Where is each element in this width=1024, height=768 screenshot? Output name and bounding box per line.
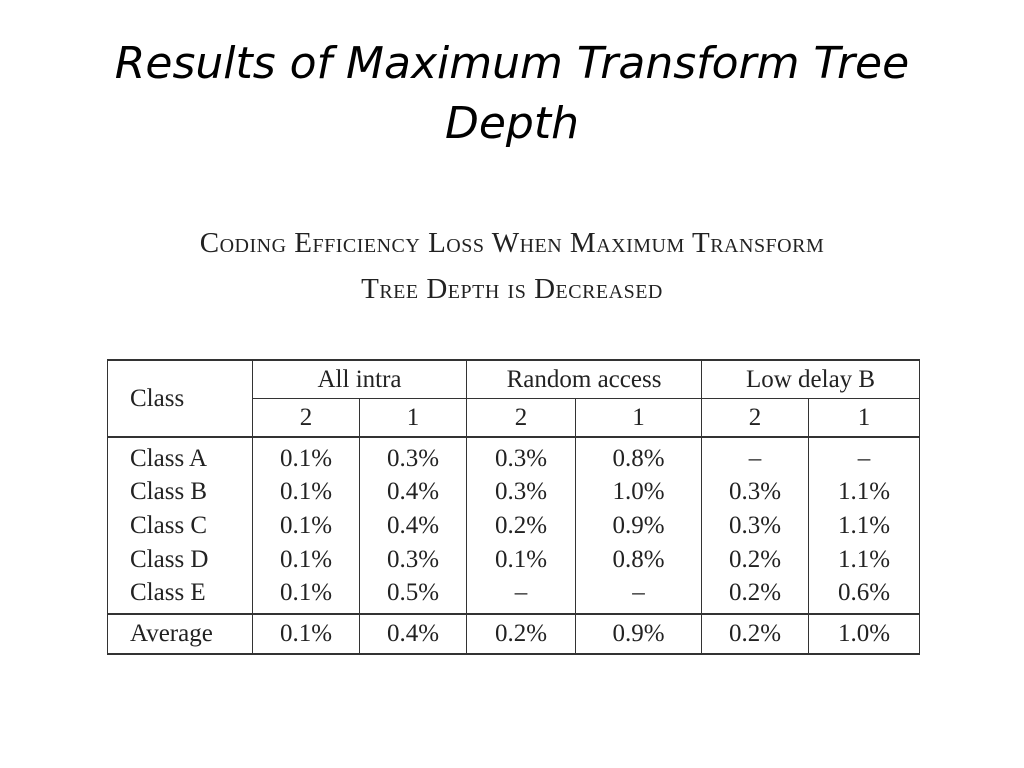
table-cell: 1.1% <box>808 475 921 510</box>
table-cell: – <box>466 576 577 614</box>
table-cell: 0.1% <box>252 475 360 510</box>
table-row: Class D 0.1% 0.3% 0.1% 0.8% 0.2% 1.1% <box>107 542 921 577</box>
table-cell: 0.3% <box>466 475 577 510</box>
group-header-all-intra: All intra <box>251 359 468 399</box>
table-cell: 0.2% <box>466 612 577 655</box>
table-cell: 0.3% <box>358 542 468 577</box>
table-cell: 0.1% <box>252 509 360 543</box>
table-cell: 0.2% <box>701 576 810 614</box>
row-label: Class A <box>107 437 253 476</box>
row-label: Average <box>107 612 253 655</box>
table-cell: 1.0% <box>575 475 703 510</box>
table-cell: 1.1% <box>808 509 921 543</box>
table-cell: 0.1% <box>252 576 360 614</box>
depth-header: 2 <box>252 398 360 438</box>
table-cell: 0.3% <box>466 437 577 476</box>
slide-title: Results of Maximum Transform Tree Depth <box>114 38 910 149</box>
table-cell: – <box>701 437 810 476</box>
table-row: Class C 0.1% 0.4% 0.2% 0.9% 0.3% 1.1% <box>107 509 921 543</box>
results-table: Class All intra Random access Low delay … <box>107 359 921 655</box>
table-cell: 0.1% <box>252 437 360 476</box>
depth-header: 2 <box>466 398 577 438</box>
table-cell: – <box>808 437 921 476</box>
row-label: Class B <box>107 475 253 510</box>
group-header-random-access: Random access <box>466 359 703 399</box>
table-cell: 0.8% <box>575 437 703 476</box>
depth-header: 1 <box>575 398 703 438</box>
table-row: Class E 0.1% 0.5% – – 0.2% 0.6% <box>107 576 921 614</box>
table-cell: 0.8% <box>575 542 703 577</box>
table-caption-line-1: Coding Efficiency Loss When Maximum Tran… <box>199 227 825 259</box>
results-table-container: Class All intra Random access Low delay … <box>107 359 921 655</box>
table-cell: – <box>575 576 703 614</box>
table-cell: 0.4% <box>358 475 468 510</box>
table-cell: 0.3% <box>358 437 468 476</box>
group-header-low-delay-b: Low delay B <box>701 359 921 399</box>
table-cell: 1.1% <box>808 542 921 577</box>
table-cell: 0.4% <box>358 612 468 655</box>
table-cell: 0.1% <box>466 542 577 577</box>
depth-header: 2 <box>701 398 810 438</box>
table-subheader-row: 2 1 2 1 2 1 <box>108 398 921 438</box>
column-header-class: Class <box>107 359 253 438</box>
table-cell: 0.5% <box>358 576 468 614</box>
table-cell: 0.4% <box>358 509 468 543</box>
table-cell: 0.2% <box>701 542 810 577</box>
row-label: Class C <box>107 509 253 543</box>
depth-header: 1 <box>358 398 468 438</box>
depth-header: 1 <box>808 398 921 438</box>
row-label: Class E <box>107 576 253 614</box>
table-cell: 0.3% <box>701 475 810 510</box>
table-cell: 0.6% <box>808 576 921 614</box>
table-row: Class A 0.1% 0.3% 0.3% 0.8% – – <box>107 437 921 476</box>
table-cell: 0.1% <box>252 612 360 655</box>
row-label: Class D <box>107 542 253 577</box>
table-cell: 1.0% <box>808 612 921 655</box>
table-header-row: Class All intra Random access Low delay … <box>107 359 921 438</box>
table-cell: 0.9% <box>575 509 703 543</box>
table-cell: 0.3% <box>701 509 810 543</box>
table-cell: 0.9% <box>575 612 703 655</box>
table-caption-line-2: Tree Depth is Decreased <box>361 273 663 305</box>
table-average-row: Average 0.1% 0.4% 0.2% 0.9% 0.2% 1.0% <box>107 612 921 655</box>
table-cell: 0.2% <box>701 612 810 655</box>
table-cell: 0.1% <box>252 542 360 577</box>
table-cell: 0.2% <box>466 509 577 543</box>
table-row: Class B 0.1% 0.4% 0.3% 1.0% 0.3% 1.1% <box>107 475 921 510</box>
